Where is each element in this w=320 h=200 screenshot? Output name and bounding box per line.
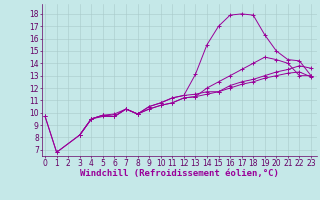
X-axis label: Windchill (Refroidissement éolien,°C): Windchill (Refroidissement éolien,°C) (80, 169, 279, 178)
